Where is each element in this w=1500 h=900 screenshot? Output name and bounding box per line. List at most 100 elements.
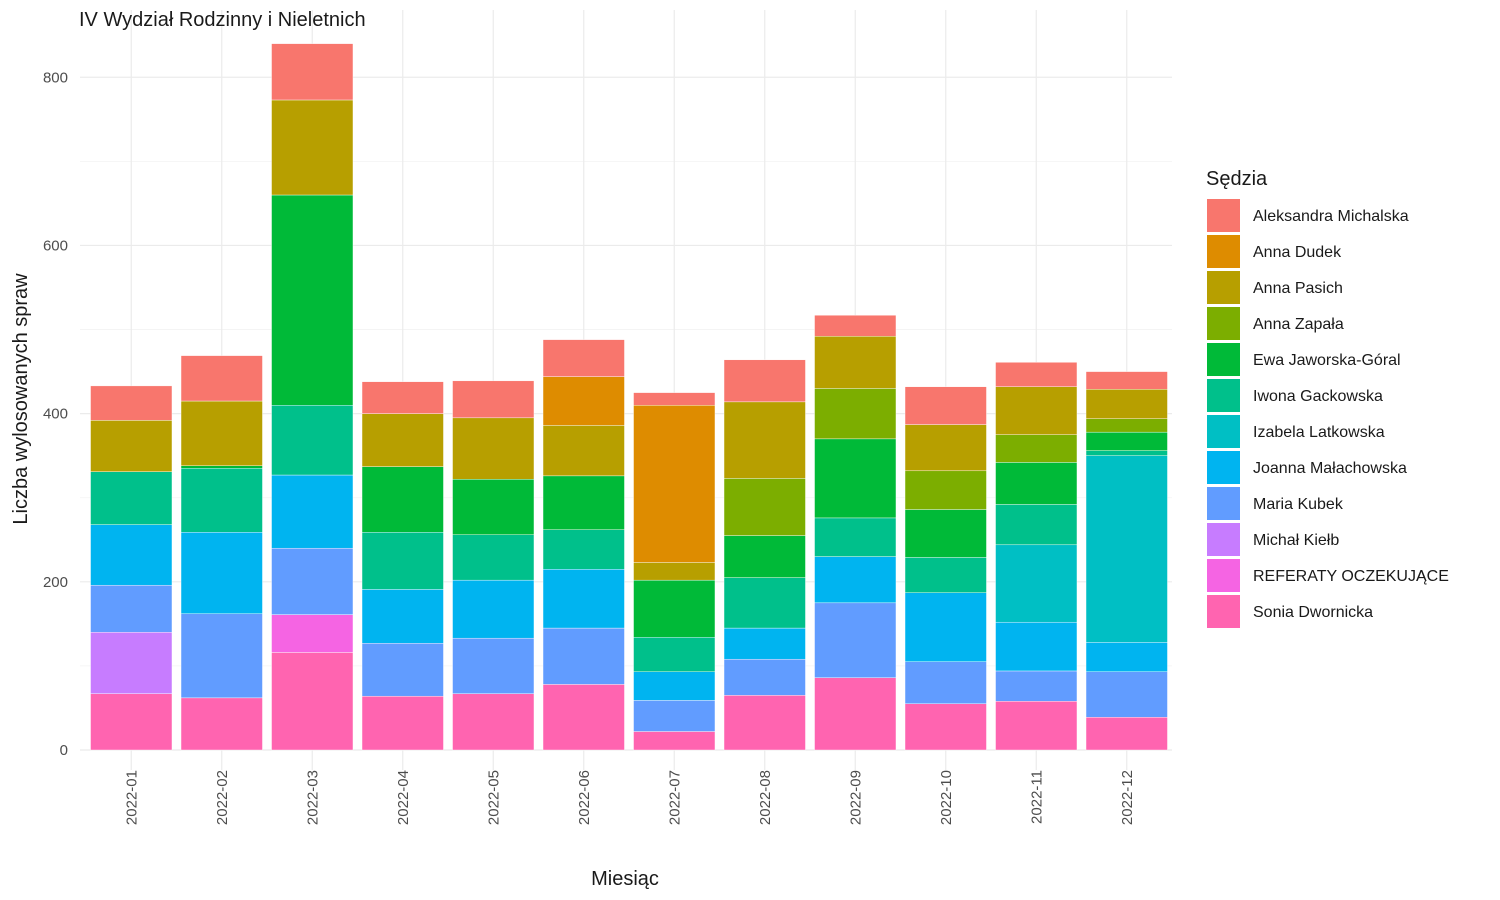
bar-segment <box>995 544 1078 623</box>
legend-swatch <box>1207 307 1240 340</box>
bar-segment <box>542 376 625 426</box>
bar-segment <box>1085 431 1168 451</box>
bar-segment <box>361 381 444 414</box>
bar-segment <box>361 695 444 751</box>
legend-label: Joanna Małachowska <box>1253 460 1407 477</box>
bar-segment <box>633 671 716 701</box>
bar-segment <box>995 504 1078 546</box>
bar-segment <box>180 355 263 402</box>
legend-title: Sędzia <box>1206 168 1268 190</box>
legend-swatch <box>1207 559 1240 592</box>
legend-label: Ewa Jaworska-Góral <box>1253 352 1401 369</box>
y-tick-label: 400 <box>43 406 68 423</box>
x-axis-title: Miesiąc <box>591 868 659 890</box>
bar-segment <box>542 684 625 751</box>
bar-segment <box>995 462 1078 505</box>
bar-segment <box>904 592 987 662</box>
bar-segment <box>995 621 1078 672</box>
legend-label: Anna Pasich <box>1253 280 1343 297</box>
bar-segment <box>90 632 173 694</box>
bar-segment <box>723 658 806 696</box>
bar-segment <box>271 43 354 101</box>
x-tick-label: 2022-05 <box>485 770 502 825</box>
x-tick-label: 2022-08 <box>757 770 774 825</box>
bar-segment <box>723 627 806 660</box>
bar-segment <box>1085 418 1168 433</box>
bar-segment <box>995 670 1078 702</box>
bar-segment <box>633 700 716 732</box>
x-tick-label: 2022-06 <box>576 770 593 825</box>
x-tick-label: 2022-03 <box>304 770 321 825</box>
x-tick-label: 2022-01 <box>123 770 140 825</box>
bar-segment <box>180 465 263 469</box>
x-tick-label: 2022-09 <box>847 770 864 825</box>
bar-segment <box>723 535 806 578</box>
bar-segment <box>542 475 625 530</box>
legend-label: Michał Kiełb <box>1253 532 1339 549</box>
bar-segment <box>361 413 444 467</box>
chart-title: IV Wydział Rodzinny i Nieletnich <box>79 9 366 31</box>
bar-segment <box>361 589 444 644</box>
legend-items: Aleksandra Michalska Anna Dudek Anna Pasic… <box>1207 199 1449 628</box>
bar-segment <box>90 471 173 525</box>
bar-segment <box>542 425 625 477</box>
bar-segment <box>542 569 625 629</box>
bar-segment <box>814 556 897 604</box>
legend-label: Anna Dudek <box>1253 244 1342 261</box>
bar-segment <box>361 643 444 697</box>
bar-segment <box>633 637 716 672</box>
bar-segment <box>271 652 354 751</box>
bar-segment <box>995 386 1078 435</box>
bar-segment <box>542 339 625 377</box>
bar-segment <box>1085 389 1168 419</box>
bar-segment <box>90 584 173 633</box>
bar-segment <box>904 703 987 751</box>
legend: Sędzia Aleksandra Michalska Anna Dudek Ann… <box>1206 168 1449 628</box>
bar-segment <box>271 99 354 196</box>
bar-segment <box>633 579 716 638</box>
bar-segment <box>271 194 354 406</box>
x-tick-label: 2022-02 <box>214 770 231 825</box>
bar-segment <box>271 614 354 653</box>
bar-segment <box>904 557 987 593</box>
bar-segment <box>723 359 806 403</box>
legend-label: REFERATY OCZEKUJĄCE <box>1253 568 1449 585</box>
legend-swatch <box>1207 343 1240 376</box>
bar-segment <box>995 434 1078 463</box>
bar-segment <box>904 424 987 472</box>
y-tick-label: 600 <box>43 237 68 254</box>
x-tick-label: 2022-07 <box>666 770 683 825</box>
x-tick-label: 2022-04 <box>395 770 412 825</box>
bar-segment <box>1085 455 1168 643</box>
bar-segment <box>271 405 354 476</box>
bar-segment <box>904 661 987 704</box>
bar-segment <box>452 380 535 419</box>
bar-segment <box>633 731 716 751</box>
y-tick-label: 200 <box>43 574 68 591</box>
bar-segment <box>723 695 806 751</box>
bar-segment <box>180 400 263 466</box>
legend-swatch <box>1207 595 1240 628</box>
bar-segment <box>271 474 354 549</box>
bar-segment <box>452 417 535 480</box>
bar-segment <box>723 577 806 629</box>
bar-segment <box>180 468 263 533</box>
bar-segment <box>271 547 354 615</box>
legend-swatch <box>1207 271 1240 304</box>
bar-segment <box>1085 717 1168 751</box>
bar-segment <box>814 602 897 678</box>
y-axis-title: Liczba wylosowanych spraw <box>10 273 32 525</box>
bar-segment <box>814 517 897 557</box>
legend-label: Izabela Latkowska <box>1253 424 1385 441</box>
bar-segment <box>633 392 716 406</box>
bar-segment <box>90 524 173 586</box>
legend-swatch <box>1207 451 1240 484</box>
bar-segment <box>542 627 625 685</box>
bar-segment <box>452 479 535 535</box>
bar-segment <box>814 388 897 440</box>
bar-segment <box>361 466 444 533</box>
legend-swatch <box>1207 199 1240 232</box>
bar-segment <box>723 401 806 479</box>
y-tick-labels: 0 200 400 600 800 <box>43 69 68 759</box>
